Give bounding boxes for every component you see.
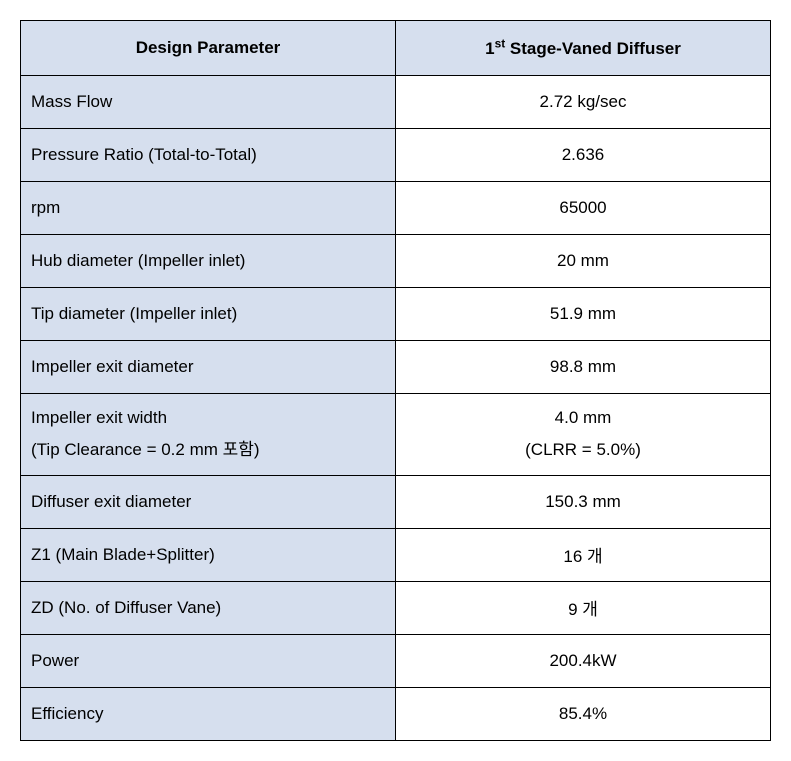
design-parameter-table: Design Parameter 1st Stage-Vaned Diffuse… <box>20 20 771 741</box>
value-cell: 2.636 <box>396 129 771 182</box>
table-row: Power 200.4kW <box>21 634 771 687</box>
table-row: Pressure Ratio (Total-to-Total) 2.636 <box>21 129 771 182</box>
param-cell: Mass Flow <box>21 76 396 129</box>
value-cell-multi: 4.0 mm (CLRR = 5.0%) <box>396 394 771 476</box>
value-cell: 2.72 kg/sec <box>396 76 771 129</box>
value-cell: 51.9 mm <box>396 288 771 341</box>
value-cell: 98.8 mm <box>396 341 771 394</box>
table-row: Z1 (Main Blade+Splitter) 16 개 <box>21 528 771 581</box>
param-cell: Power <box>21 634 396 687</box>
value-cell: 9 개 <box>396 581 771 634</box>
param-cell: rpm <box>21 182 396 235</box>
table-row: Mass Flow 2.72 kg/sec <box>21 76 771 129</box>
param-cell: Z1 (Main Blade+Splitter) <box>21 528 396 581</box>
value-cell: 85.4% <box>396 687 771 740</box>
param-line2: (Tip Clearance = 0.2 mm 포함) <box>31 434 385 466</box>
table-row: Diffuser exit diameter 150.3 mm <box>21 475 771 528</box>
table-row: rpm 65000 <box>21 182 771 235</box>
param-cell: Impeller exit diameter <box>21 341 396 394</box>
table-row: Tip diameter (Impeller inlet) 51.9 mm <box>21 288 771 341</box>
value-cell: 20 mm <box>396 235 771 288</box>
param-cell-multi: Impeller exit width (Tip Clearance = 0.2… <box>21 394 396 476</box>
header-design-parameter: Design Parameter <box>21 21 396 76</box>
design-parameter-table-container: Design Parameter 1st Stage-Vaned Diffuse… <box>20 20 771 741</box>
param-cell: Pressure Ratio (Total-to-Total) <box>21 129 396 182</box>
value-cell: 150.3 mm <box>396 475 771 528</box>
table-row: Hub diameter (Impeller inlet) 20 mm <box>21 235 771 288</box>
header-stage-vaned-diffuser: 1st Stage-Vaned Diffuser <box>396 21 771 76</box>
param-cell: Efficiency <box>21 687 396 740</box>
param-line1: Impeller exit width <box>31 402 385 434</box>
table-header-row: Design Parameter 1st Stage-Vaned Diffuse… <box>21 21 771 76</box>
table-row: ZD (No. of Diffuser Vane) 9 개 <box>21 581 771 634</box>
value-line2: (CLRR = 5.0%) <box>406 434 760 466</box>
value-line1: 4.0 mm <box>406 402 760 434</box>
value-cell: 65000 <box>396 182 771 235</box>
header-stage-text: 1st Stage-Vaned Diffuser <box>485 39 681 58</box>
param-cell: Hub diameter (Impeller inlet) <box>21 235 396 288</box>
value-cell: 16 개 <box>396 528 771 581</box>
table-row: Impeller exit width (Tip Clearance = 0.2… <box>21 394 771 476</box>
table-row: Impeller exit diameter 98.8 mm <box>21 341 771 394</box>
param-cell: ZD (No. of Diffuser Vane) <box>21 581 396 634</box>
param-cell: Diffuser exit diameter <box>21 475 396 528</box>
param-cell: Tip diameter (Impeller inlet) <box>21 288 396 341</box>
table-row: Efficiency 85.4% <box>21 687 771 740</box>
value-cell: 200.4kW <box>396 634 771 687</box>
